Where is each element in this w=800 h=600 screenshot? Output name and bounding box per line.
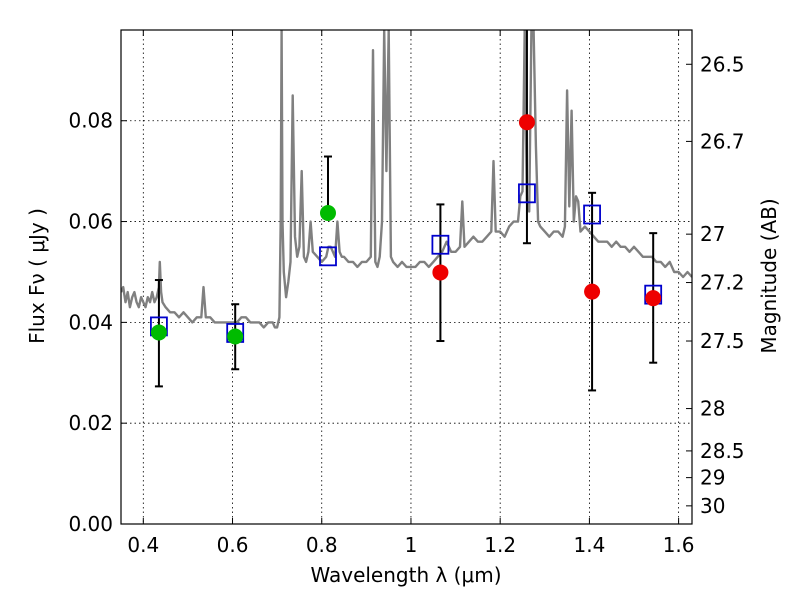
right-tick-label: 27 xyxy=(700,222,725,246)
green-point xyxy=(319,204,336,221)
tick-layer: 0.4 0.6 0.8 1 1.2 1.4 1.6 0.00 0.02 0.04 0.06 0.08 2… xyxy=(68,30,745,557)
model-square-point xyxy=(319,246,337,267)
spectrum-line xyxy=(121,30,692,329)
right-tick-label: 28 xyxy=(700,397,725,421)
green-point xyxy=(150,324,167,341)
right-tick-label: 26.5 xyxy=(700,52,745,76)
x-tick-label: 1.6 xyxy=(663,533,695,557)
x-tick-label: 0.4 xyxy=(127,533,159,557)
red-point xyxy=(584,283,601,300)
x-tick-label: 1.2 xyxy=(484,533,516,557)
model-square-point xyxy=(431,234,450,255)
red-point xyxy=(645,290,662,307)
x-tick-label: 0.6 xyxy=(217,533,249,557)
grid-lines xyxy=(121,30,692,525)
right-tick-label: 30 xyxy=(700,494,725,518)
x-tick-label: 0.8 xyxy=(306,533,338,557)
x-axis-title: Wavelength λ (μm) xyxy=(310,563,501,587)
model-square-point xyxy=(583,204,601,225)
red-point xyxy=(432,264,449,281)
right-tick-label: 28.5 xyxy=(700,439,745,463)
y-tick-label: 0.04 xyxy=(68,310,113,334)
right-axis-title: Magnitude (AB) xyxy=(757,198,781,353)
x-tick-label: 1 xyxy=(405,533,418,557)
model-square-point xyxy=(518,183,536,204)
y-tick-label: 0.00 xyxy=(68,512,113,536)
right-tick-label: 27.5 xyxy=(700,329,745,353)
green-point xyxy=(227,328,244,345)
y-axis-title: Flux Fν ( μJy ) xyxy=(25,208,49,344)
right-tick-label: 26.7 xyxy=(700,129,745,153)
y-tick-label: 0.08 xyxy=(68,109,113,133)
y-tick-label: 0.06 xyxy=(68,210,113,234)
plot-frame xyxy=(120,29,693,525)
red-point xyxy=(518,114,535,131)
y-tick-label: 0.02 xyxy=(68,411,113,435)
right-tick-label: 29 xyxy=(700,466,725,490)
x-tick-label: 1.4 xyxy=(573,533,605,557)
right-tick-label: 27.2 xyxy=(700,271,745,295)
data-layer xyxy=(121,30,692,392)
